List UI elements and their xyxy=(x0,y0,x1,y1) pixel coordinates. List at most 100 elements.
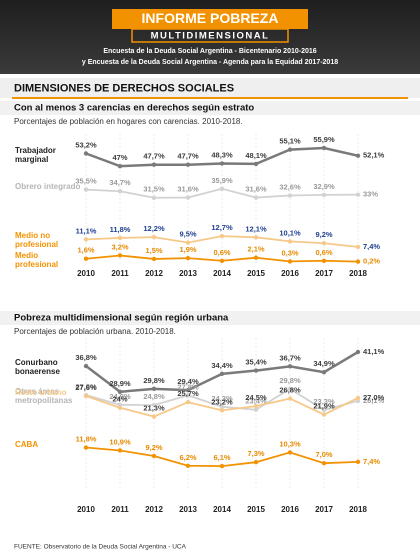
value-label: 26,1% xyxy=(363,396,385,405)
value-label: 0,3% xyxy=(281,248,298,257)
footer: FUENTE: Observatorio de la Deuda Social … xyxy=(14,544,187,551)
value-label: 26,8% xyxy=(279,386,301,395)
point xyxy=(219,404,225,409)
point xyxy=(219,161,225,166)
point xyxy=(185,400,191,405)
value-label: 2,1% xyxy=(247,245,264,254)
point xyxy=(287,450,293,455)
point xyxy=(321,258,327,263)
x-tick-label: 2014 xyxy=(213,505,231,514)
value-label: 10,3% xyxy=(279,439,301,448)
point xyxy=(321,460,327,466)
x-tick-label: 2015 xyxy=(247,505,265,514)
title-box2 xyxy=(131,28,289,43)
value-label: 23,2% xyxy=(211,397,233,406)
point xyxy=(185,255,191,261)
value-label: 6,1% xyxy=(213,453,230,462)
point xyxy=(321,370,327,375)
point xyxy=(83,393,89,399)
value-label: 21,9% xyxy=(313,402,335,411)
value-label: 32,9% xyxy=(313,182,335,191)
value-label: 12,7% xyxy=(211,223,233,232)
point xyxy=(253,368,259,373)
point xyxy=(287,396,293,401)
point xyxy=(151,386,157,392)
value-label: 11,8% xyxy=(76,435,97,444)
value-label: 3,2% xyxy=(111,242,128,251)
series-name: Conurbano bonaerense xyxy=(15,358,60,377)
point xyxy=(219,233,225,239)
value-label: 24,9% xyxy=(109,392,131,401)
value-label: 9,2% xyxy=(145,443,162,452)
point xyxy=(355,244,361,250)
point xyxy=(117,163,123,169)
x-tick-label: 2015 xyxy=(247,269,265,278)
point xyxy=(219,371,225,377)
chart-title-bg xyxy=(0,101,420,115)
value-label: 31,6% xyxy=(245,185,267,194)
point xyxy=(287,259,293,264)
header-title: INFORME POBREZA xyxy=(142,10,279,26)
section-title: DIMENSIONES DE DERECHOS SOCIALES xyxy=(14,82,234,94)
title-box xyxy=(112,9,308,29)
point xyxy=(321,145,327,151)
point xyxy=(185,393,191,398)
value-label: 34,7% xyxy=(109,178,131,187)
point xyxy=(151,453,157,459)
point xyxy=(287,239,293,244)
series-name: Medio no profesional xyxy=(15,231,59,250)
point xyxy=(219,186,225,191)
series-name: Obrero integrado xyxy=(15,181,81,191)
x-tick-label: 2010 xyxy=(77,505,95,514)
value-label: 52,1% xyxy=(363,151,385,160)
point xyxy=(355,349,361,355)
value-label: 9,2% xyxy=(315,230,332,239)
point xyxy=(253,161,259,167)
value-label: 33% xyxy=(363,190,378,199)
value-label: 0,2% xyxy=(363,257,380,266)
value-label: 9,5% xyxy=(179,230,196,239)
chart-title: Con al menos 3 carencias en derechos seg… xyxy=(14,103,254,114)
value-label: 11,8% xyxy=(110,225,131,234)
point xyxy=(83,151,89,156)
point xyxy=(219,408,225,413)
point xyxy=(151,162,157,167)
header-title2: MULTIDIMENSIONAL xyxy=(151,31,270,42)
chart-title-bg xyxy=(0,311,420,325)
value-label: 23,3% xyxy=(313,397,335,406)
chart-title: Pobreza multidimensional según región ur… xyxy=(14,313,229,324)
value-label: 36,7% xyxy=(279,353,301,362)
value-label: 29,8% xyxy=(143,376,165,385)
value-label: 7,3% xyxy=(247,449,264,458)
point xyxy=(151,256,157,262)
value-label: 48,1% xyxy=(245,151,267,160)
value-label: 7,4% xyxy=(363,457,380,466)
x-tick-label: 2012 xyxy=(145,505,163,514)
value-label: 34,9% xyxy=(313,359,335,368)
value-label: 34,4% xyxy=(211,361,233,370)
point xyxy=(117,405,123,410)
x-tick-label: 2013 xyxy=(179,505,197,514)
value-label: 29,8% xyxy=(279,376,301,385)
value-label: 7,4% xyxy=(363,242,380,251)
point xyxy=(219,258,225,263)
point xyxy=(117,235,123,241)
value-label: 21,3% xyxy=(143,404,165,413)
value-label: 24% xyxy=(112,395,127,404)
point xyxy=(321,241,327,246)
point xyxy=(83,363,89,369)
point xyxy=(355,192,361,197)
x-tick-label: 2016 xyxy=(281,505,299,514)
value-label: 36,8% xyxy=(75,353,97,362)
value-label: 1,9% xyxy=(179,245,196,254)
value-label: 32,6% xyxy=(279,183,301,192)
value-label: 29,4% xyxy=(177,377,199,386)
value-label: 24,8% xyxy=(143,392,165,401)
point xyxy=(185,162,191,167)
series-name: Otras áreas metropolitanas xyxy=(15,387,73,406)
x-tick-label: 2013 xyxy=(179,269,197,278)
series-name: Resto urbano xyxy=(15,388,67,397)
point xyxy=(219,463,225,469)
x-tick-label: 2011 xyxy=(111,269,129,278)
